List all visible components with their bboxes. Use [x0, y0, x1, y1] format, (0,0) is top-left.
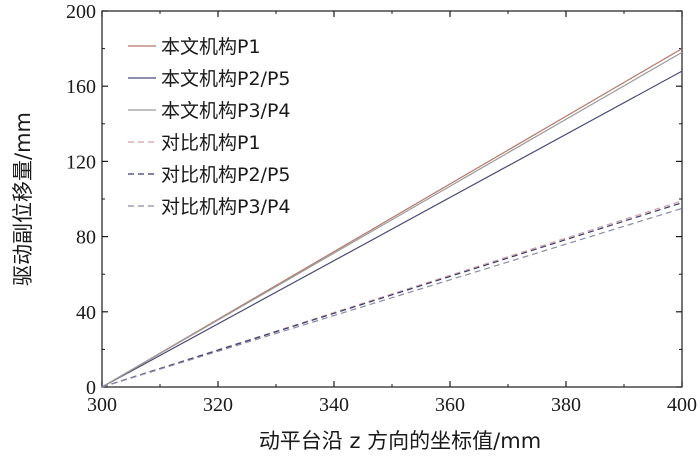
series-line-2	[101, 70, 683, 388]
x-tick-label: 380	[551, 394, 581, 416]
y-axis-title: 驱动副位移量/mm	[11, 112, 35, 286]
x-tick-label: 340	[319, 394, 349, 416]
legend: 本文机构P1 本文机构P2/P5 本文机构P3/P4 对比机构P1 对比机构P2/P5 对…	[128, 36, 291, 218]
legend-label-3: 本文机构P3/P4	[161, 100, 291, 122]
y-tick-label: 200	[66, 1, 96, 23]
x-axis-title: 动平台沿 z 方向的坐标值/mm	[259, 429, 541, 453]
legend-label-5: 对比机构P2/P5	[161, 164, 291, 186]
y-tick-label: 80	[76, 227, 96, 249]
y-tick-label: 120	[66, 151, 96, 173]
x-tick-label: 360	[435, 394, 465, 416]
legend-label-4: 对比机构P1	[161, 132, 261, 154]
y-tick-label: 0	[86, 377, 96, 399]
legend-label-1: 本文机构P1	[161, 36, 261, 58]
legend-label-6: 对比机构P3/P4	[161, 196, 291, 218]
y-tick-label: 160	[66, 76, 96, 98]
x-tick-label: 320	[203, 394, 233, 416]
legend-label-2: 本文机构P2/P5	[161, 68, 291, 90]
y-tick-label: 40	[76, 302, 96, 324]
series-layer	[101, 48, 683, 388]
series-line-3	[101, 51, 683, 388]
ticks: 300 320 340 360 380 400 0 40 80 120 160 200	[66, 1, 697, 416]
series-line-5	[101, 202, 683, 388]
x-tick-label: 300	[87, 394, 117, 416]
x-tick-label: 400	[667, 394, 697, 416]
series-line-6	[101, 207, 683, 388]
